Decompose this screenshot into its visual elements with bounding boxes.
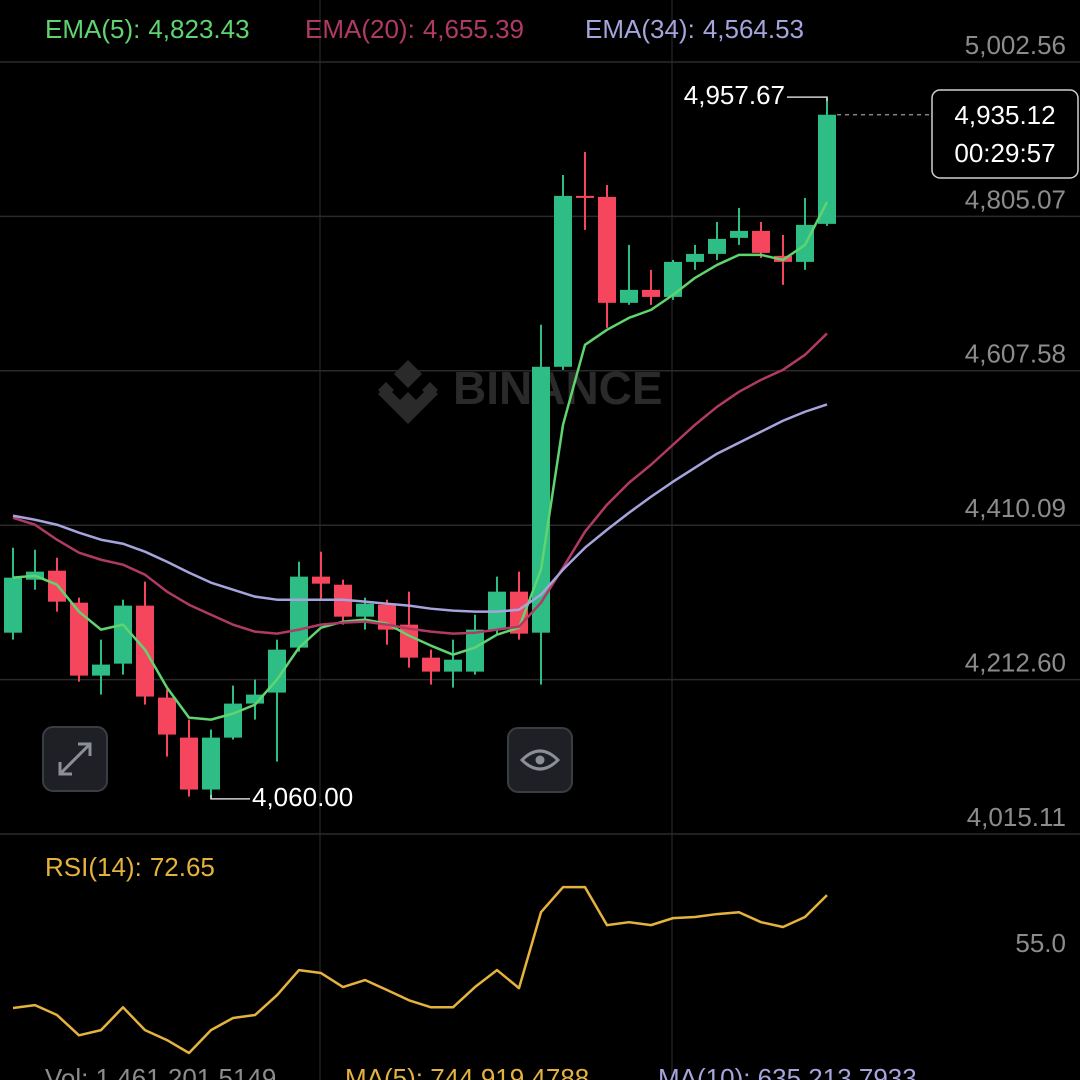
price-label: 4,935.12 [954,100,1055,130]
legend-value: 4,564.53 [703,14,804,44]
candle-body [268,649,286,693]
candle-body [158,697,176,735]
candle-body [422,657,440,672]
legend-name: RSI(14): [45,852,142,882]
expand-button[interactable] [42,726,108,792]
eye-icon[interactable] [519,749,561,771]
volume-label: Vol: 1,461,201.5149 [45,1063,276,1080]
candle-body [70,602,88,676]
legend-entry: EMA(34): 4,564.53 [585,14,804,44]
candle-body [642,289,660,297]
high-leader [787,96,828,102]
candle-body [576,195,594,198]
candle-body [224,703,242,738]
candle-body [202,737,220,790]
legend-value: 4,823.43 [148,14,249,44]
countdown: 00:29:57 [954,138,1055,168]
expand-icon[interactable] [58,742,92,776]
legend-name: EMA(34): [585,14,695,44]
legend-entry: RSI(14): 72.65 [45,852,215,882]
low-label: 4,060.00 [252,782,353,812]
candle-body [114,605,132,664]
candle-body [4,577,22,633]
candle-body [664,261,682,297]
y-tick-label: 4,015.11 [967,802,1066,832]
candle-body [620,289,638,303]
candle-body [686,253,704,262]
volume-ma10: MA(10): 635,213.7933 [658,1063,917,1080]
candle-body [246,694,264,704]
candle-body [444,659,462,672]
candle-body [818,114,836,224]
legend-value: 72.65 [150,852,215,882]
candle-body [598,196,616,303]
candle-body [708,238,726,254]
watermark-text: BINANCE [453,362,663,414]
visibility-button[interactable] [507,727,573,793]
y-tick-label: 4,410.09 [965,493,1066,523]
y-tick-label: 4,607.58 [965,339,1066,369]
legend-entry: EMA(20): 4,655.39 [305,14,524,44]
candle-body [92,664,110,676]
eye-pupil[interactable] [535,755,545,765]
candle-body [532,366,550,633]
candle-body [730,230,748,238]
high-label: 4,957.67 [684,80,785,110]
candle-body [356,603,374,617]
low-leader [210,794,250,800]
volume-ma5: MA(5): 744,919.4788 [345,1063,589,1080]
legend-name: EMA(20): [305,14,415,44]
line-series [12,403,828,613]
y-tick-label: 55.0 [1015,928,1066,958]
y-tick-label: 4,212.60 [965,647,1066,677]
line-series [12,332,828,635]
watermark-logo [378,360,438,424]
candle-body [752,230,770,253]
line-series [12,885,828,1055]
legend-entry: EMA(5): 4,823.43 [45,14,250,44]
line-series [12,201,829,721]
marks: 4,015.11 4,212.60 4,410.09 4,607.58 4,805.07… [0,14,1080,1080]
candle-body [180,737,198,790]
candle-body [290,576,308,648]
legend-value: 4,655.39 [423,14,524,44]
candle-body [554,195,572,367]
price-box [931,89,1079,179]
candle-body [466,629,484,672]
y-tick-label: 5,002.56 [965,30,1066,60]
y-tick-label: 4,805.07 [965,184,1066,214]
candle-body [312,576,330,584]
legend-name: EMA(5): [45,14,140,44]
